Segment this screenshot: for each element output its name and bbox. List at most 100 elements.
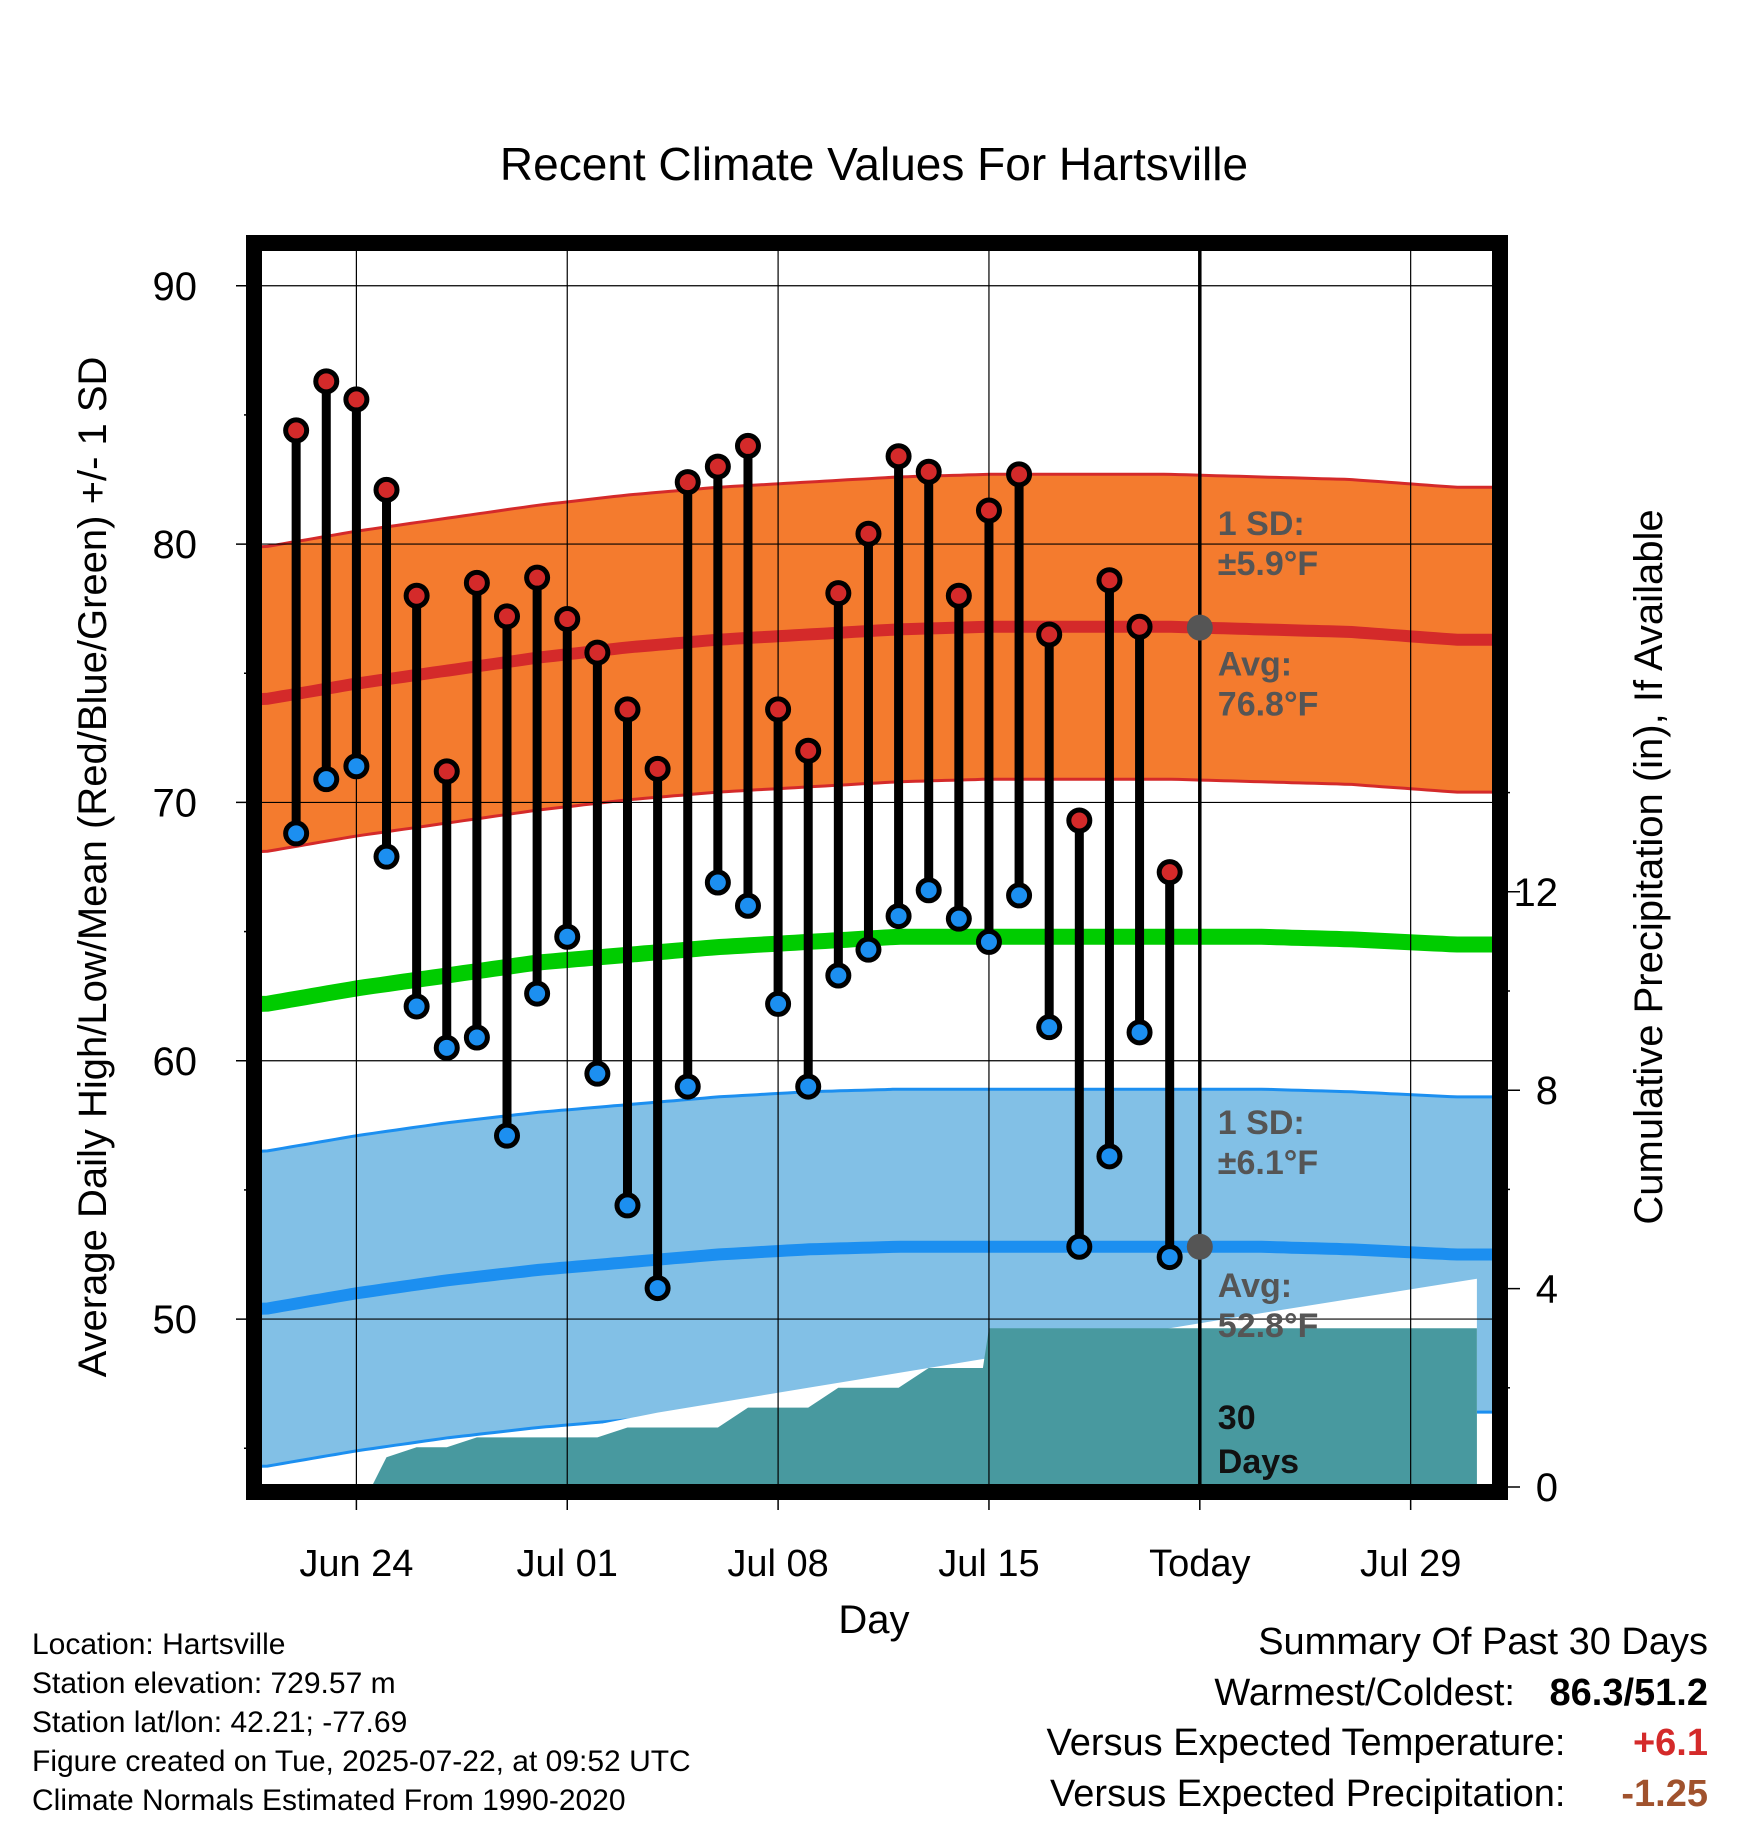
info-latlon: Station lat/lon: 42.21; -77.69 [32,1706,408,1739]
observed-precip-area [266,1328,1477,1487]
daily-low-point [674,1073,701,1100]
daily-high-point [674,469,701,496]
y2-tick-label-3: 12 [1514,871,1559,915]
today-high-avg-marker [1186,614,1213,641]
daily-high-point [524,564,551,591]
window-days-number: 30 [1218,1399,1256,1437]
normal-high-line [260,620,1495,706]
x-tick-label-0: Jun 24 [299,1543,413,1585]
high-sd-label: 1 SD: [1218,505,1305,543]
summary-temp: Versus Expected Temperature: +6.1 [1047,1722,1708,1765]
daily-low-point [945,905,972,932]
x-tick-label-2: Jul 08 [727,1543,828,1585]
daily-low-point [403,993,430,1020]
daily-high-point [313,368,340,395]
low-avg-value: 52.8°F [1218,1307,1319,1345]
daily-high-point [1006,461,1033,488]
daily-high-point [584,639,611,666]
daily-high-point [885,443,912,470]
daily-high-point [403,582,430,609]
daily-low-point [343,753,370,780]
x-axis-title: Day [838,1598,909,1642]
y2-tick-label-0: 0 [1536,1466,1558,1510]
daily-high-point [825,580,852,607]
daily-high-point [343,386,370,413]
daily-low-point [1096,1143,1123,1170]
daily-low-point [614,1192,641,1219]
daily-low-point [313,766,340,793]
daily-low-point [584,1060,611,1087]
daily-high-point [644,755,671,782]
summary-precip-value: -1.25 [1621,1773,1708,1815]
summary-heading: Summary Of Past 30 Days [1258,1621,1708,1663]
daily-high-point [855,520,882,547]
daily-high-point [494,603,520,630]
daily-low-point [494,1122,520,1149]
summary-warm-cold-label: Warmest/Coldest: [1214,1672,1515,1714]
daily-low-point [644,1275,671,1302]
x-tick-label-5: Jul 29 [1360,1543,1461,1585]
daily-low-point [1006,882,1033,909]
high-avg-label: Avg: [1218,646,1292,684]
normal-low-line [260,1240,1495,1315]
daily-high-point [765,696,792,723]
x-tick-label-1: Jul 01 [517,1543,618,1585]
chart-title: Recent Climate Values For Hartsville [500,138,1248,190]
plot-frame [246,235,1508,1500]
y2-tick-label-1: 4 [1536,1268,1558,1312]
summary-precip-label: Versus Expected Precipitation: [1050,1773,1566,1815]
daily-low-point [795,1073,822,1100]
low-sd-value: ±6.1°F [1218,1144,1318,1182]
daily-low-point [885,903,912,930]
summary-temp-value: +6.1 [1632,1722,1708,1764]
daily-high-point [614,696,641,723]
high-band-lower-edge [260,777,1495,853]
daily-high-point [945,582,972,609]
y-tick-label-4: 90 [153,265,198,309]
y-tick-label-0: 50 [153,1298,198,1342]
info-created: Figure created on Tue, 2025-07-22, at 09… [32,1745,691,1778]
high-avg-value: 76.8°F [1218,686,1319,724]
daily-low-point [734,892,761,919]
daily-high-point [554,606,581,632]
summary-warm-cold-value: 86.3/51.2 [1549,1672,1708,1714]
low-sd-label: 1 SD: [1218,1104,1305,1142]
daily-low-point [825,962,852,989]
today-low-avg-marker [1186,1233,1213,1260]
window-days-unit: Days [1218,1443,1299,1481]
daily-low-point [975,928,1002,955]
daily-high-point [795,737,822,764]
daily-high-point [704,453,731,480]
y2-axis-title: Cumulative Precipitation (in), If Availa… [1627,509,1671,1224]
daily-high-point [463,569,490,596]
high-band-upper-edge [260,472,1495,549]
y-axis-title: Average Daily High/Low/Mean (Red/Blue/Gr… [71,357,115,1378]
daily-low-point [765,990,792,1017]
info-normals: Climate Normals Estimated From 1990-2020 [32,1784,626,1817]
y-tick-label-2: 70 [153,781,198,825]
summary-warm-cold: Warmest/Coldest: 86.3/51.2 [1214,1672,1708,1715]
normal-mean-line [260,928,1495,1012]
daily-high-point [1126,613,1153,640]
daily-high-point [1066,807,1093,834]
daily-high-point [1036,621,1063,648]
daily-low-point [915,877,942,904]
daily-high-point [975,497,1002,524]
daily-low-point [1036,1014,1063,1041]
daily-low-point [283,820,310,847]
daily-high-point [915,458,942,485]
daily-low-point [373,843,400,870]
summary-temp-label: Versus Expected Temperature: [1046,1722,1566,1764]
daily-low-point [433,1034,460,1061]
low-avg-label: Avg: [1218,1267,1292,1305]
high-sd-value: ±5.9°F [1218,545,1318,583]
daily-low-point [704,869,731,896]
daily-high-point [433,758,460,785]
y-tick-label-1: 60 [153,1040,198,1084]
info-elevation: Station elevation: 729.57 m [32,1667,396,1700]
daily-low-point [554,923,581,950]
y2-tick-label-2: 8 [1536,1069,1558,1113]
info-location: Location: Hartsville [32,1628,286,1661]
